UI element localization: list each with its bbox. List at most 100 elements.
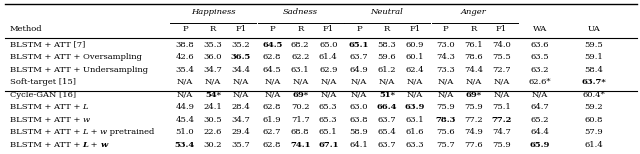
Text: 63.0: 63.0 bbox=[349, 103, 368, 111]
Text: N/A: N/A bbox=[532, 91, 548, 99]
Text: BLSTM + ATT +: BLSTM + ATT + bbox=[10, 141, 83, 149]
Text: 35.7: 35.7 bbox=[232, 141, 250, 149]
Text: 74.0: 74.0 bbox=[492, 41, 511, 49]
Text: 77.2: 77.2 bbox=[464, 116, 483, 124]
Text: 61.2: 61.2 bbox=[378, 66, 396, 74]
Text: 65.0: 65.0 bbox=[319, 41, 337, 49]
Text: F1: F1 bbox=[496, 25, 508, 33]
Text: 63.1: 63.1 bbox=[291, 66, 310, 74]
Text: 61.4: 61.4 bbox=[319, 53, 338, 61]
Text: Soft-target [15]: Soft-target [15] bbox=[10, 78, 76, 86]
Text: 74.3: 74.3 bbox=[436, 53, 455, 61]
Text: N/A: N/A bbox=[264, 78, 280, 86]
Text: 63.5: 63.5 bbox=[531, 53, 549, 61]
Text: 66.4: 66.4 bbox=[377, 103, 397, 111]
Text: 71.7: 71.7 bbox=[291, 116, 310, 124]
Text: 59.2: 59.2 bbox=[585, 103, 604, 111]
Text: 62.6*: 62.6* bbox=[529, 78, 551, 86]
Text: Method: Method bbox=[10, 25, 42, 33]
Text: N/A: N/A bbox=[177, 91, 193, 99]
Text: 69*: 69* bbox=[465, 91, 482, 99]
Text: BLSTM + ATT +: BLSTM + ATT + bbox=[10, 116, 83, 124]
Text: 57.9: 57.9 bbox=[584, 128, 604, 136]
Text: N/A: N/A bbox=[437, 91, 454, 99]
Text: R: R bbox=[384, 25, 390, 33]
Text: 64.1: 64.1 bbox=[349, 141, 368, 149]
Text: 45.4: 45.4 bbox=[175, 116, 195, 124]
Text: 75.9: 75.9 bbox=[436, 103, 455, 111]
Text: 62.8: 62.8 bbox=[263, 141, 282, 149]
Text: 63.7: 63.7 bbox=[349, 53, 368, 61]
Text: 51*: 51* bbox=[379, 91, 395, 99]
Text: 65.9: 65.9 bbox=[530, 141, 550, 149]
Text: N/A: N/A bbox=[407, 78, 423, 86]
Text: N/A: N/A bbox=[379, 78, 395, 86]
Text: 58.4: 58.4 bbox=[584, 66, 604, 74]
Text: 75.5: 75.5 bbox=[492, 53, 511, 61]
Text: 62.8: 62.8 bbox=[263, 53, 282, 61]
Text: 30.2: 30.2 bbox=[204, 141, 222, 149]
Text: 44.9: 44.9 bbox=[175, 103, 195, 111]
Text: 74.9: 74.9 bbox=[464, 128, 483, 136]
Text: N/A: N/A bbox=[465, 78, 482, 86]
Text: 28.4: 28.4 bbox=[232, 103, 250, 111]
Text: BLSTM + ATT + Oversampling: BLSTM + ATT + Oversampling bbox=[10, 53, 141, 61]
Text: N/A: N/A bbox=[292, 78, 308, 86]
Text: 63.7: 63.7 bbox=[378, 116, 396, 124]
Text: 74.1: 74.1 bbox=[290, 141, 310, 149]
Text: 36.0: 36.0 bbox=[204, 53, 222, 61]
Text: WA: WA bbox=[532, 25, 547, 33]
Text: N/A: N/A bbox=[351, 78, 367, 86]
Text: 73.3: 73.3 bbox=[436, 66, 455, 74]
Text: 78.3: 78.3 bbox=[435, 116, 456, 124]
Text: 60.4*: 60.4* bbox=[582, 91, 605, 99]
Text: Happiness: Happiness bbox=[191, 8, 235, 16]
Text: 64.5: 64.5 bbox=[263, 66, 282, 74]
Text: 35.4: 35.4 bbox=[175, 66, 195, 74]
Text: 58.9: 58.9 bbox=[349, 128, 368, 136]
Text: P: P bbox=[443, 25, 449, 33]
Text: 59.5: 59.5 bbox=[584, 41, 604, 49]
Text: 62.7: 62.7 bbox=[263, 128, 282, 136]
Text: 29.4: 29.4 bbox=[232, 128, 250, 136]
Text: 65.3: 65.3 bbox=[319, 103, 337, 111]
Text: 60.1: 60.1 bbox=[406, 53, 424, 61]
Text: 75.9: 75.9 bbox=[464, 103, 483, 111]
Text: BLSTM + ATT +: BLSTM + ATT + bbox=[10, 103, 83, 111]
Text: 74.7: 74.7 bbox=[492, 128, 511, 136]
Text: 63.2: 63.2 bbox=[531, 66, 549, 74]
Text: N/A: N/A bbox=[407, 91, 423, 99]
Text: L: L bbox=[83, 103, 88, 111]
Text: N/A: N/A bbox=[205, 78, 221, 86]
Text: BLSTM + ATT + Undersampling: BLSTM + ATT + Undersampling bbox=[10, 66, 148, 74]
Text: 61.9: 61.9 bbox=[263, 116, 282, 124]
Text: 63.9: 63.9 bbox=[404, 103, 425, 111]
Text: N/A: N/A bbox=[177, 78, 193, 86]
Text: N/A: N/A bbox=[320, 91, 337, 99]
Text: 65.1: 65.1 bbox=[319, 128, 337, 136]
Text: 60.8: 60.8 bbox=[585, 116, 604, 124]
Text: 54*: 54* bbox=[205, 91, 221, 99]
Text: 59.1: 59.1 bbox=[584, 53, 604, 61]
Text: N/A: N/A bbox=[264, 91, 280, 99]
Text: 51.0: 51.0 bbox=[175, 128, 194, 136]
Text: N/A: N/A bbox=[351, 91, 367, 99]
Text: 62.4: 62.4 bbox=[406, 66, 424, 74]
Text: 72.7: 72.7 bbox=[492, 66, 511, 74]
Text: 63.6: 63.6 bbox=[531, 41, 549, 49]
Text: 60.9: 60.9 bbox=[406, 41, 424, 49]
Text: 22.6: 22.6 bbox=[204, 128, 222, 136]
Text: 68.2: 68.2 bbox=[291, 41, 310, 49]
Text: P: P bbox=[356, 25, 362, 33]
Text: 24.1: 24.1 bbox=[204, 103, 222, 111]
Text: 53.4: 53.4 bbox=[175, 141, 195, 149]
Text: 64.9: 64.9 bbox=[349, 66, 368, 74]
Text: 63.7*: 63.7* bbox=[582, 78, 606, 86]
Text: Anger: Anger bbox=[461, 8, 486, 16]
Text: L: L bbox=[83, 128, 88, 136]
Text: 76.1: 76.1 bbox=[464, 41, 483, 49]
Text: w: w bbox=[100, 141, 108, 149]
Text: 75.7: 75.7 bbox=[436, 141, 455, 149]
Text: 75.1: 75.1 bbox=[492, 103, 511, 111]
Text: P: P bbox=[269, 25, 275, 33]
